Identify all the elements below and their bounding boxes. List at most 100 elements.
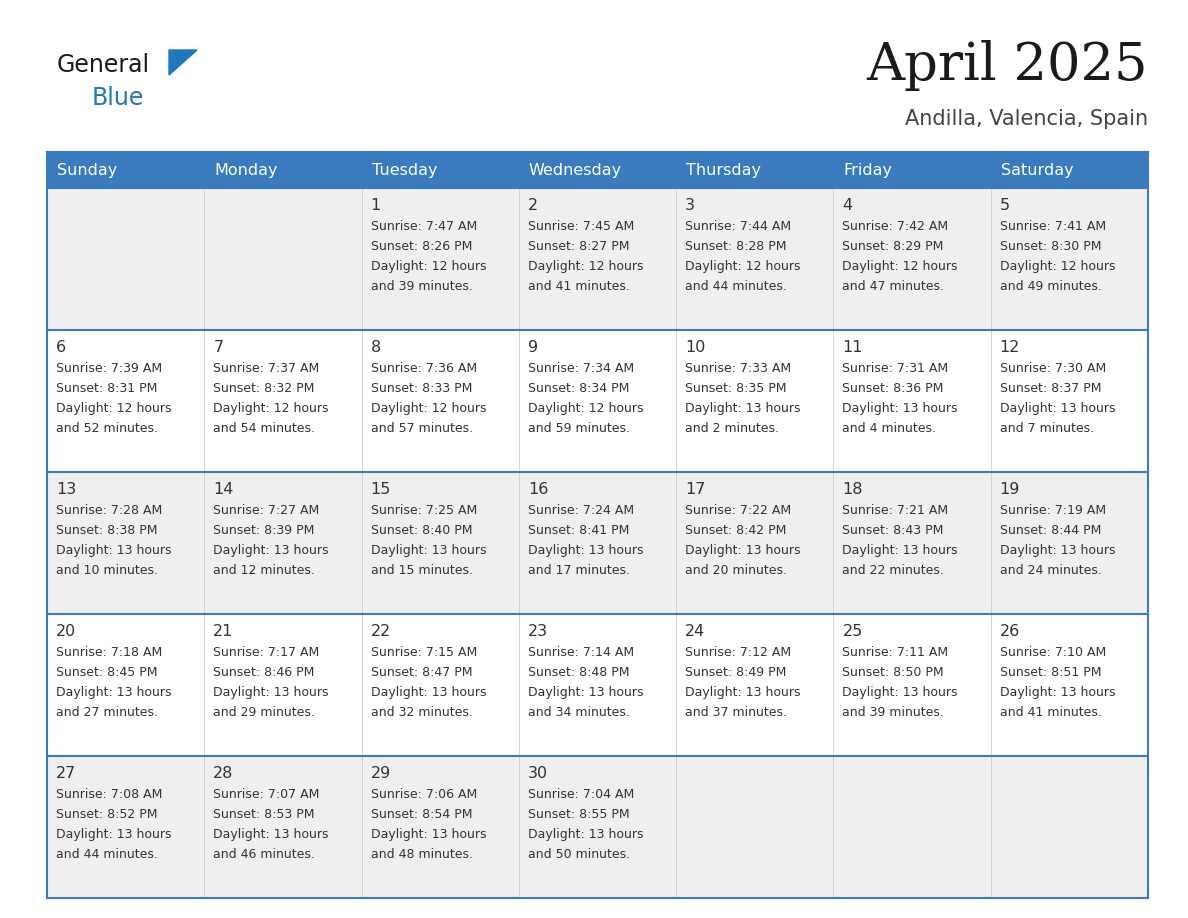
Text: Sunset: 8:47 PM: Sunset: 8:47 PM	[371, 666, 472, 679]
Text: 7: 7	[214, 340, 223, 355]
Bar	[48, 152, 204, 188]
Text: and 4 minutes.: and 4 minutes.	[842, 422, 936, 435]
Text: Sunset: 8:55 PM: Sunset: 8:55 PM	[527, 808, 630, 821]
Bar	[676, 152, 834, 188]
Text: and 10 minutes.: and 10 minutes.	[56, 564, 158, 577]
Bar	[48, 614, 1148, 756]
Text: Sunrise: 7:14 AM: Sunrise: 7:14 AM	[527, 646, 634, 659]
Text: Sunrise: 7:33 AM: Sunrise: 7:33 AM	[685, 362, 791, 375]
Bar	[48, 756, 1148, 898]
Text: Daylight: 13 hours: Daylight: 13 hours	[842, 402, 958, 415]
Text: 5: 5	[1000, 198, 1010, 213]
Text: 10: 10	[685, 340, 706, 355]
Text: Sunset: 8:42 PM: Sunset: 8:42 PM	[685, 524, 786, 537]
Text: and 22 minutes.: and 22 minutes.	[842, 564, 944, 577]
Text: 24: 24	[685, 624, 706, 639]
Text: Sunset: 8:28 PM: Sunset: 8:28 PM	[685, 240, 786, 253]
Text: Sunrise: 7:17 AM: Sunrise: 7:17 AM	[214, 646, 320, 659]
Text: Sunset: 8:26 PM: Sunset: 8:26 PM	[371, 240, 472, 253]
Text: 23: 23	[527, 624, 548, 639]
Bar	[834, 152, 991, 188]
Text: 1: 1	[371, 198, 381, 213]
Text: Daylight: 12 hours: Daylight: 12 hours	[842, 260, 958, 273]
Text: Daylight: 12 hours: Daylight: 12 hours	[527, 402, 644, 415]
Text: Wednesday: Wednesday	[529, 162, 623, 177]
Text: Sunset: 8:46 PM: Sunset: 8:46 PM	[214, 666, 315, 679]
Text: 29: 29	[371, 766, 391, 781]
Text: and 52 minutes.: and 52 minutes.	[56, 422, 158, 435]
Text: Sunrise: 7:44 AM: Sunrise: 7:44 AM	[685, 220, 791, 233]
Text: Daylight: 12 hours: Daylight: 12 hours	[371, 260, 486, 273]
Text: Sunset: 8:54 PM: Sunset: 8:54 PM	[371, 808, 472, 821]
Text: and 24 minutes.: and 24 minutes.	[1000, 564, 1101, 577]
Text: 12: 12	[1000, 340, 1020, 355]
Text: and 44 minutes.: and 44 minutes.	[685, 280, 786, 293]
Text: and 44 minutes.: and 44 minutes.	[56, 848, 158, 861]
Text: 26: 26	[1000, 624, 1020, 639]
Text: 11: 11	[842, 340, 862, 355]
Text: 4: 4	[842, 198, 853, 213]
Text: Daylight: 12 hours: Daylight: 12 hours	[527, 260, 644, 273]
Text: 8: 8	[371, 340, 381, 355]
Text: Daylight: 13 hours: Daylight: 13 hours	[214, 544, 329, 557]
Text: 2: 2	[527, 198, 538, 213]
Polygon shape	[169, 50, 197, 75]
Text: Sunset: 8:35 PM: Sunset: 8:35 PM	[685, 382, 786, 395]
Text: Sunrise: 7:41 AM: Sunrise: 7:41 AM	[1000, 220, 1106, 233]
Text: Sunrise: 7:18 AM: Sunrise: 7:18 AM	[56, 646, 163, 659]
Text: Sunset: 8:39 PM: Sunset: 8:39 PM	[214, 524, 315, 537]
Text: Sunrise: 7:36 AM: Sunrise: 7:36 AM	[371, 362, 476, 375]
Text: 28: 28	[214, 766, 234, 781]
Text: 30: 30	[527, 766, 548, 781]
Text: Daylight: 12 hours: Daylight: 12 hours	[56, 402, 171, 415]
Text: Sunrise: 7:27 AM: Sunrise: 7:27 AM	[214, 504, 320, 517]
Text: Sunrise: 7:45 AM: Sunrise: 7:45 AM	[527, 220, 634, 233]
Text: Monday: Monday	[214, 162, 278, 177]
Text: and 46 minutes.: and 46 minutes.	[214, 848, 315, 861]
Bar	[48, 188, 1148, 330]
Text: Sunset: 8:50 PM: Sunset: 8:50 PM	[842, 666, 944, 679]
Text: Daylight: 13 hours: Daylight: 13 hours	[56, 686, 171, 699]
Text: and 49 minutes.: and 49 minutes.	[1000, 280, 1101, 293]
Text: Daylight: 12 hours: Daylight: 12 hours	[1000, 260, 1116, 273]
Text: Sunset: 8:33 PM: Sunset: 8:33 PM	[371, 382, 472, 395]
Text: and 59 minutes.: and 59 minutes.	[527, 422, 630, 435]
Text: Daylight: 13 hours: Daylight: 13 hours	[527, 544, 644, 557]
Text: Sunrise: 7:04 AM: Sunrise: 7:04 AM	[527, 788, 634, 801]
Text: Daylight: 13 hours: Daylight: 13 hours	[527, 828, 644, 841]
Text: Sunrise: 7:47 AM: Sunrise: 7:47 AM	[371, 220, 476, 233]
Text: Sunset: 8:32 PM: Sunset: 8:32 PM	[214, 382, 315, 395]
Text: Sunset: 8:45 PM: Sunset: 8:45 PM	[56, 666, 158, 679]
Text: 14: 14	[214, 482, 234, 497]
Text: Daylight: 13 hours: Daylight: 13 hours	[214, 828, 329, 841]
Text: Sunrise: 7:11 AM: Sunrise: 7:11 AM	[842, 646, 948, 659]
Text: and 50 minutes.: and 50 minutes.	[527, 848, 630, 861]
Bar	[519, 152, 676, 188]
Text: Sunset: 8:40 PM: Sunset: 8:40 PM	[371, 524, 472, 537]
Text: Sunrise: 7:10 AM: Sunrise: 7:10 AM	[1000, 646, 1106, 659]
Text: and 37 minutes.: and 37 minutes.	[685, 706, 788, 719]
Text: Sunday: Sunday	[57, 162, 118, 177]
Bar	[204, 152, 361, 188]
Text: and 48 minutes.: and 48 minutes.	[371, 848, 473, 861]
Text: Sunrise: 7:22 AM: Sunrise: 7:22 AM	[685, 504, 791, 517]
Text: 9: 9	[527, 340, 538, 355]
Text: Sunrise: 7:31 AM: Sunrise: 7:31 AM	[842, 362, 948, 375]
Text: Sunrise: 7:37 AM: Sunrise: 7:37 AM	[214, 362, 320, 375]
Text: Sunrise: 7:24 AM: Sunrise: 7:24 AM	[527, 504, 634, 517]
Text: 19: 19	[1000, 482, 1020, 497]
Text: Sunrise: 7:30 AM: Sunrise: 7:30 AM	[1000, 362, 1106, 375]
Text: Daylight: 13 hours: Daylight: 13 hours	[842, 686, 958, 699]
Text: Sunset: 8:48 PM: Sunset: 8:48 PM	[527, 666, 630, 679]
Text: Blue: Blue	[91, 86, 145, 110]
Text: 18: 18	[842, 482, 862, 497]
Text: 17: 17	[685, 482, 706, 497]
Text: and 29 minutes.: and 29 minutes.	[214, 706, 315, 719]
Text: and 41 minutes.: and 41 minutes.	[527, 280, 630, 293]
Text: Daylight: 12 hours: Daylight: 12 hours	[371, 402, 486, 415]
Text: Friday: Friday	[843, 162, 892, 177]
Text: April 2025: April 2025	[866, 40, 1148, 91]
Text: Daylight: 13 hours: Daylight: 13 hours	[56, 828, 171, 841]
Text: 27: 27	[56, 766, 76, 781]
Text: Sunrise: 7:25 AM: Sunrise: 7:25 AM	[371, 504, 476, 517]
